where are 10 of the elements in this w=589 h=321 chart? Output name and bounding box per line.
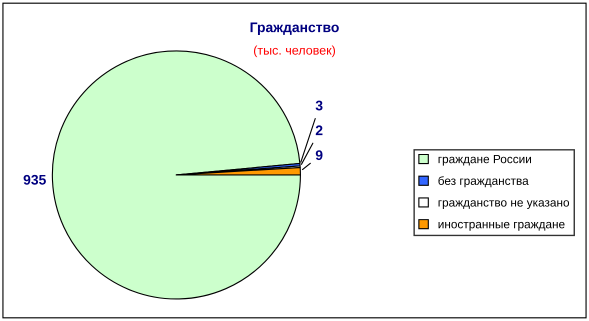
chart-subtitle: (тыс. человек) [254, 46, 336, 58]
data-label: 2 [316, 125, 322, 136]
legend-label: граждане России [438, 155, 532, 166]
legend-label: без гражданства [438, 176, 529, 188]
legend-label: гражданство не указано [438, 200, 570, 209]
data-label: 9 [316, 150, 323, 160]
chart-title: Гражданство [250, 22, 339, 35]
data-label: 3 [316, 100, 323, 110]
data-label: 935 [24, 174, 46, 185]
legend-label: иностранные граждане [438, 222, 565, 231]
